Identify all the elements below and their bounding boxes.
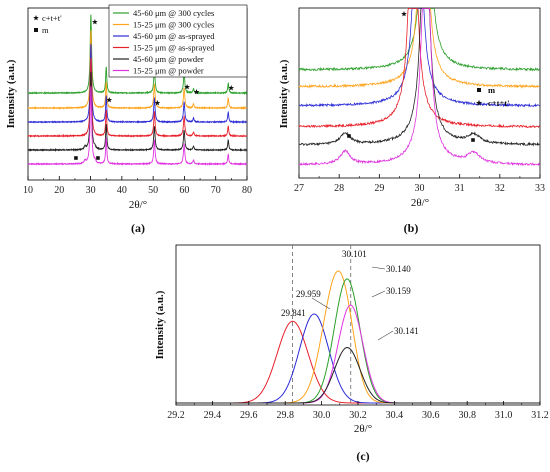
x-axis-label: 2θ/° xyxy=(129,199,147,211)
series-line xyxy=(298,8,540,108)
x-tick-label: 30 xyxy=(415,183,425,194)
x-tick-label: 31 xyxy=(455,183,465,194)
peak-marker-star xyxy=(228,85,235,91)
peak-marker-star xyxy=(193,89,200,95)
x-tick-label: 20 xyxy=(54,185,64,196)
legend-symbol-label: c+t+t' xyxy=(42,13,62,23)
x-tick-label: 30.0 xyxy=(313,410,331,421)
series-line xyxy=(27,86,248,167)
peak-annotation: 30.101 xyxy=(342,249,367,259)
plot-frame xyxy=(175,244,541,406)
legend-star-icon xyxy=(33,15,39,21)
y-axis-label: Intensity (a.u.) xyxy=(278,59,290,128)
x-tick-label: 27 xyxy=(294,183,304,194)
peak-marker-star xyxy=(184,84,190,90)
series-line xyxy=(298,8,540,167)
x-tick-label: 31.2 xyxy=(531,410,549,421)
x-tick-label: 10 xyxy=(23,185,33,196)
legend-symbol-label: c+t+t' xyxy=(488,98,509,108)
chart-c: 29.841 29.959 30.101 30.140 30.159 30.141 29.2… xyxy=(154,244,549,463)
x-tick-label: 30 xyxy=(86,185,96,196)
chart-a: 10 20 30 40 50 60 70 80 2θ/° Intensity (a.u.) (a) 4… xyxy=(5,4,252,235)
series-line xyxy=(298,8,540,129)
legend-entry: 15-25 μm @ powder xyxy=(133,66,204,76)
x-tick-label: 29.4 xyxy=(204,410,222,421)
x-tick-label: 31.0 xyxy=(495,410,513,421)
x-tick-label: 29.6 xyxy=(240,410,258,421)
x-axis-label: 2θ/° xyxy=(411,197,429,209)
x-tick-label: 29 xyxy=(374,183,384,194)
legend-star-icon xyxy=(475,99,483,106)
series-line xyxy=(27,43,248,124)
x-tick-label: 30.6 xyxy=(422,410,440,421)
series-line xyxy=(27,29,248,111)
peak-annotation: 29.959 xyxy=(296,289,321,299)
x-tick-label: 30.8 xyxy=(458,410,476,421)
chart-b: m c+t+t' 27 28 29 30 31 32 33 2θ/° Intensity (a.u.… xyxy=(278,7,545,235)
y-axis-label: Intensity (a.u.) xyxy=(154,290,166,359)
legend-square-icon xyxy=(34,28,38,32)
series-line xyxy=(176,347,540,404)
x-tick-label: 80 xyxy=(242,185,252,196)
x-tick-label: 32 xyxy=(495,183,505,194)
series-line xyxy=(27,14,248,96)
legend-box xyxy=(108,4,248,78)
legend-square-icon xyxy=(477,88,481,92)
peak-annotation: 30.141 xyxy=(394,326,419,336)
peak-marker-square xyxy=(74,156,78,160)
series-line xyxy=(27,71,248,153)
series-line xyxy=(176,270,540,404)
y-axis-label: Intensity (a.u.) xyxy=(5,59,17,128)
x-tick-label: 33 xyxy=(535,183,545,194)
peak-marker-square xyxy=(96,156,100,160)
series-line xyxy=(27,57,248,139)
annotation-leader xyxy=(311,297,331,310)
legend-entry: 45-60 μm @ powder xyxy=(133,54,204,64)
legend-entry: 45-60 μm @ 300 cycles xyxy=(133,8,214,18)
x-tick-label: 50 xyxy=(148,185,158,196)
peak-annotation: 30.159 xyxy=(386,286,411,296)
x-tick-label: 30.4 xyxy=(386,410,404,421)
series-line xyxy=(176,278,540,404)
peak-annotation: 29.841 xyxy=(281,308,306,318)
x-tick-label: 40 xyxy=(117,185,127,196)
series-line xyxy=(176,304,540,404)
peak-marker-square xyxy=(347,134,351,138)
x-axis-label: 2θ/° xyxy=(354,423,372,435)
legend-entry: 15-25 μm @ 300 cycles xyxy=(133,20,214,30)
annotation-leader xyxy=(377,330,394,341)
peak-marker-star xyxy=(401,11,407,17)
x-tick-label: 29.2 xyxy=(167,410,185,421)
legend-symbol-label: m xyxy=(488,85,495,95)
series-line xyxy=(298,8,540,147)
x-tick-label: 70 xyxy=(211,185,221,196)
peak-annotation: 30.140 xyxy=(386,264,411,274)
x-tick-label: 29.8 xyxy=(276,410,294,421)
annotation-leader xyxy=(371,290,386,298)
peak-marker-star xyxy=(92,19,98,25)
panel-label: (a) xyxy=(131,221,145,235)
x-tick-label: 60 xyxy=(179,185,189,196)
panel-label: (b) xyxy=(404,221,419,235)
annotation-leader xyxy=(371,266,386,270)
peak-marker-star xyxy=(106,97,113,103)
legend-entry: 45-60 μm @ as-sprayed xyxy=(133,31,215,41)
legend-symbol-label: m xyxy=(42,25,49,35)
peak-marker-square xyxy=(471,138,475,142)
peak-marker-star xyxy=(154,100,161,106)
panel-label: (c) xyxy=(356,449,369,463)
x-tick-label: 30.2 xyxy=(349,410,367,421)
legend-entry: 15-25 μm @ as-sprayed xyxy=(133,43,215,53)
x-tick-label: 28 xyxy=(334,183,344,194)
